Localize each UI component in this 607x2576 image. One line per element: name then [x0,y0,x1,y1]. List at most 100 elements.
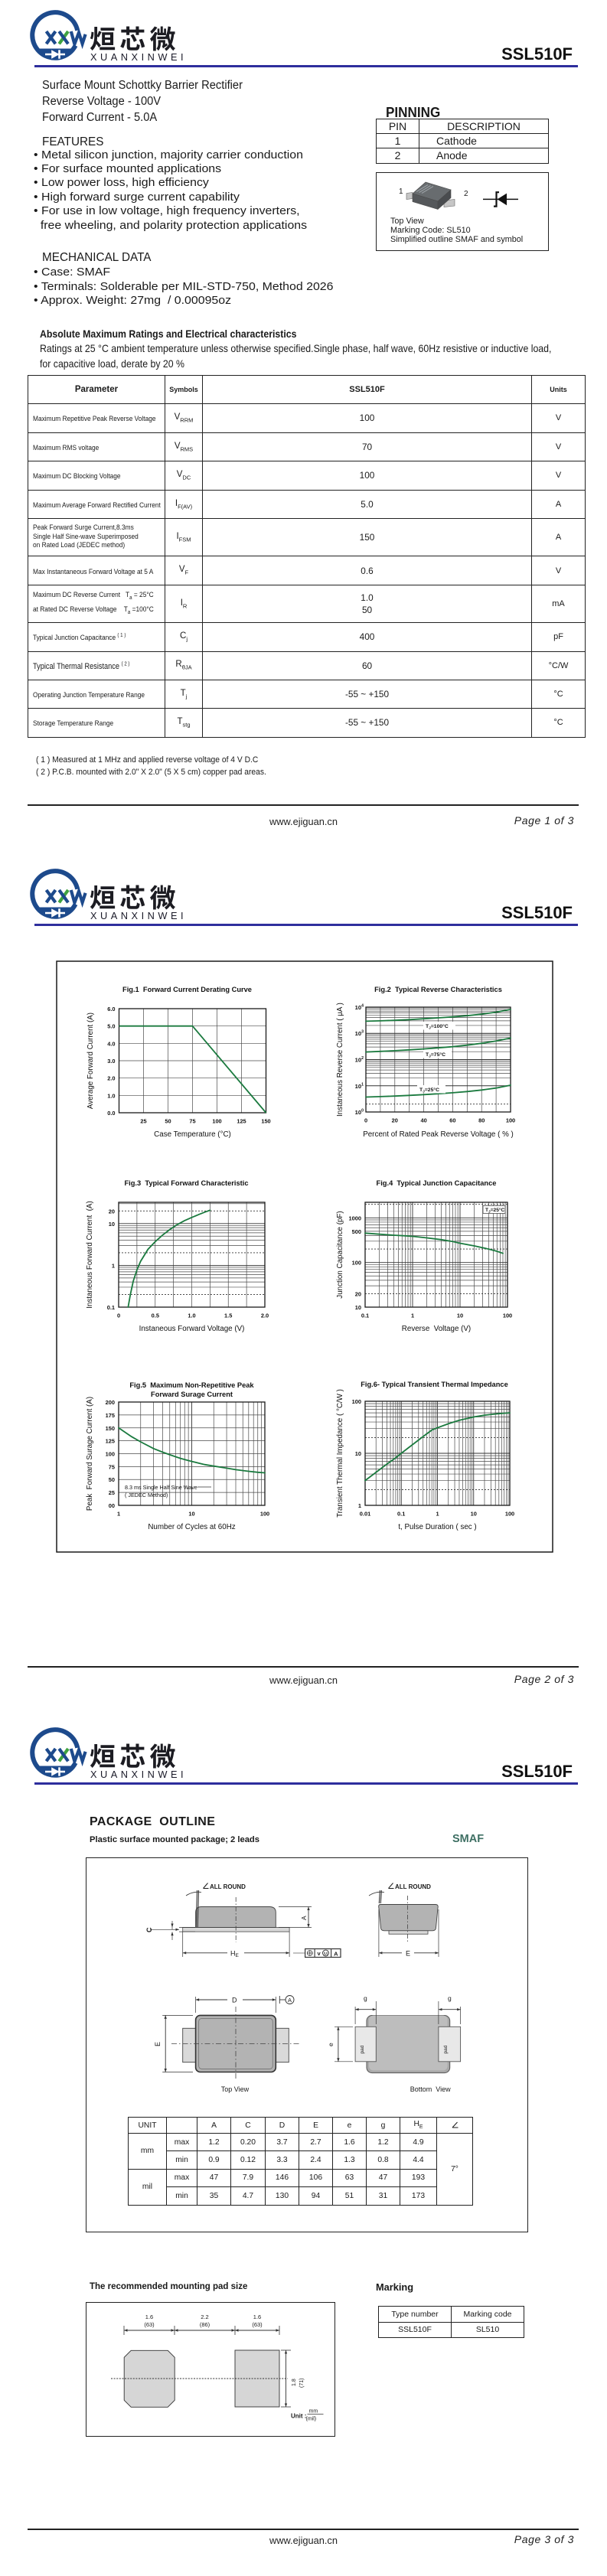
svg-text:0.1: 0.1 [397,1511,405,1518]
svg-text:4.0: 4.0 [107,1040,115,1047]
svg-text:50: 50 [109,1476,115,1483]
svg-text:g: g [364,1994,367,2002]
svg-text:60: 60 [449,1117,455,1124]
svg-text:5.0: 5.0 [107,1023,115,1030]
svg-text:1: 1 [112,1262,115,1269]
svg-text:(mil): (mil) [306,2417,317,2422]
svg-text:1.8: 1.8 [292,2379,297,2386]
svg-text:125: 125 [106,1438,115,1445]
svg-text:10: 10 [355,1450,361,1457]
svg-text:HE: HE [230,1950,240,1959]
svg-text:102: 102 [355,1056,364,1064]
svg-text:1: 1 [436,1511,439,1518]
svg-text:1: 1 [117,1511,120,1518]
svg-text:Number of Cycles at 60Hz: Number of Cycles at 60Hz [148,1523,235,1531]
svg-text:100: 100 [352,1398,361,1405]
svg-text:25: 25 [109,1489,115,1496]
svg-text:50: 50 [165,1118,171,1125]
svg-text:20: 20 [109,1208,115,1215]
svg-text:TJ=75°C: TJ=75°C [426,1052,445,1058]
svg-text:101: 101 [355,1082,364,1090]
svg-text:175: 175 [106,1412,115,1419]
svg-text:ALL ROUND: ALL ROUND [210,1883,246,1890]
svg-text:100: 100 [352,1260,361,1267]
svg-text:Unit :: Unit : [291,2413,306,2420]
svg-text:2: 2 [464,190,468,198]
svg-text:E: E [406,1950,410,1958]
svg-text:10: 10 [188,1511,194,1518]
svg-text:Instaneous Reverse Current ( μ: Instaneous Reverse Current ( μA ) [336,1003,344,1117]
svg-text:3.0: 3.0 [107,1058,115,1065]
svg-text:200: 200 [106,1399,115,1406]
svg-text:v: v [318,1950,321,1957]
svg-text:20: 20 [392,1117,398,1124]
svg-text:A: A [288,1997,292,2004]
svg-text:0.1: 0.1 [361,1312,369,1319]
svg-text:TJ=25°C: TJ=25°C [485,1207,505,1214]
svg-text:0.5: 0.5 [152,1312,159,1319]
svg-text:100: 100 [505,1511,514,1518]
svg-text:Average Forward Current (A): Average Forward Current (A) [86,1012,95,1109]
svg-text:Top View: Top View [221,2085,250,2093]
svg-text:1.5: 1.5 [224,1312,232,1319]
svg-text:75: 75 [189,1118,195,1125]
svg-text:103: 103 [355,1030,364,1038]
svg-text:0: 0 [364,1117,367,1124]
svg-text:A: A [300,1916,308,1920]
svg-text:100: 100 [106,1451,115,1458]
svg-text:A: A [334,1950,338,1957]
svg-text:0.0: 0.0 [107,1110,115,1117]
svg-text:1000: 1000 [349,1215,361,1221]
svg-text:500: 500 [352,1228,361,1235]
svg-text:mm: mm [309,2409,318,2415]
svg-text:pad: pad [443,2045,449,2053]
svg-text:Percent of Rated Peak Reverse: Percent of Rated Peak Reverse Voltage ( … [363,1130,514,1139]
svg-text:D: D [232,1997,237,2004]
svg-text:150: 150 [261,1118,270,1125]
svg-text:(71): (71) [299,2379,305,2388]
svg-text:100: 100 [506,1117,515,1124]
svg-text:ALL ROUND: ALL ROUND [395,1883,431,1890]
svg-text:0: 0 [117,1312,120,1319]
svg-text:10: 10 [457,1312,463,1319]
svg-text:1.6: 1.6 [145,2314,153,2320]
svg-text:100: 100 [212,1118,221,1125]
svg-text:Fig.4 Typical Junction Capaci: Fig.4 Typical Junction Capacitance [377,1179,497,1187]
svg-text:Fig.6- Typical Transient Therm: Fig.6- Typical Transient Thermal Impedan… [361,1381,508,1388]
svg-text:0.1: 0.1 [107,1304,115,1311]
svg-text:Fig.5 Maximum Non-Repetitive: Fig.5 Maximum Non-Repetitive Peak [129,1381,254,1389]
svg-text:80: 80 [478,1117,485,1124]
svg-text:pad: pad [360,2045,365,2053]
svg-text:( JEDEC Method): ( JEDEC Method) [125,1492,168,1498]
svg-text:100: 100 [503,1312,512,1319]
svg-text:10: 10 [471,1511,477,1518]
svg-text:1: 1 [358,1502,361,1509]
svg-text:150: 150 [106,1425,115,1432]
svg-text:t, Pulse Duration ( sec ): t, Pulse Duration ( sec ) [398,1523,476,1531]
svg-text:(63): (63) [144,2321,155,2328]
svg-text:1: 1 [399,187,403,196]
svg-text:TJ=25°C: TJ=25°C [419,1087,439,1094]
svg-text:TJ=100°C: TJ=100°C [426,1023,449,1030]
svg-text:Bottom View: Bottom View [410,2085,451,2093]
svg-text:10: 10 [355,1304,361,1311]
svg-text:M: M [324,1952,328,1957]
svg-text:104: 104 [355,1004,364,1012]
svg-text:1.0: 1.0 [188,1312,195,1319]
svg-text:2.0: 2.0 [261,1312,269,1319]
svg-text:Case Temperature (°C): Case Temperature (°C) [154,1130,231,1139]
svg-text:1: 1 [411,1312,414,1319]
svg-text:6.0: 6.0 [107,1006,115,1012]
svg-text:100: 100 [260,1511,269,1518]
svg-text:Transient Thermal Impedance (: Transient Thermal Impedance ( °C/W ) [336,1389,344,1518]
svg-text:g: g [448,1994,452,2002]
svg-text:8.3 ms Single Half Sine Wave: 8.3 ms Single Half Sine Wave [125,1484,197,1491]
svg-text:40: 40 [420,1117,426,1124]
svg-text:20: 20 [355,1290,361,1297]
svg-text:Junction Capacitance (pF): Junction Capacitance (pF) [336,1211,344,1298]
svg-text:E: E [154,2042,162,2046]
svg-text:25: 25 [140,1118,146,1125]
svg-text:Instaneous Forward Voltage (V): Instaneous Forward Voltage (V) [139,1325,245,1333]
svg-text:125: 125 [237,1118,246,1125]
svg-text:1.6: 1.6 [253,2314,261,2320]
